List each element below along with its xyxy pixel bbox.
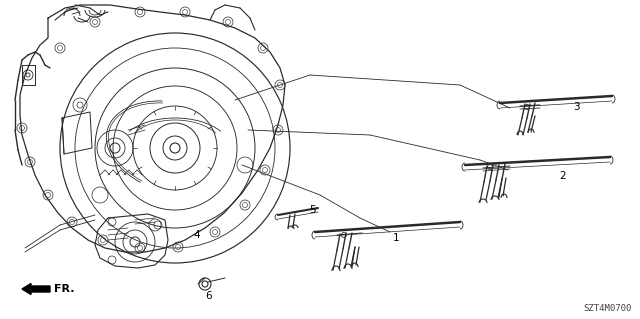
- Text: SZT4M0700: SZT4M0700: [584, 304, 632, 313]
- Text: 4: 4: [193, 230, 200, 240]
- Text: FR.: FR.: [54, 284, 74, 294]
- Text: 5: 5: [309, 205, 316, 215]
- Text: 2: 2: [559, 171, 566, 181]
- Text: 1: 1: [393, 233, 399, 243]
- Text: 3: 3: [573, 102, 580, 112]
- Text: 6: 6: [205, 291, 212, 301]
- FancyArrow shape: [22, 284, 50, 294]
